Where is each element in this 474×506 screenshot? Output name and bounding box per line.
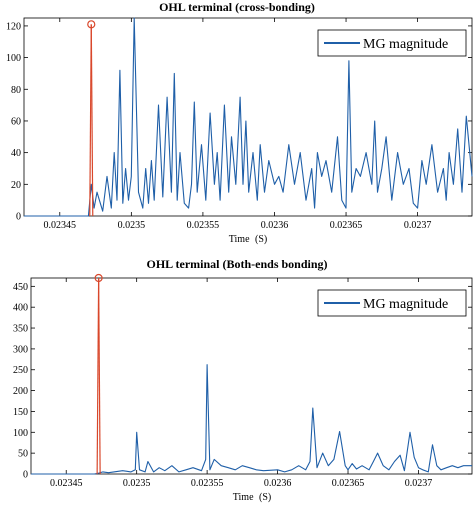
y-tick-label: 150 [13,407,28,418]
x-tick-label: 0.02345 [50,478,83,489]
series-line-mg-magnitude [31,364,472,475]
series-group [31,273,472,475]
y-tick-label: 60 [11,116,21,127]
legend-entry: MG magnitude [363,297,448,312]
y-tick-label: 450 [13,282,28,293]
chart-title: OHL terminal (cross-bonding) [159,0,315,14]
y-tick-label: 0 [23,470,28,481]
y-tick-label: 400 [13,303,28,314]
x-axis-label-text: Time [229,234,250,245]
x-axis-label-text: Time [233,492,254,503]
y-tick-label: 200 [13,386,28,397]
legend: MG magnitude [317,29,467,57]
x-axis-unit: (S) [255,234,267,245]
y-tick-label: 350 [13,324,28,335]
series-group [24,17,473,217]
y-tick-label: 100 [6,53,21,64]
y-tick-label: 20 [11,180,21,191]
series-line-mg-magnitude [24,17,473,217]
x-tick-label: 0.0236 [264,478,292,489]
x-axis-unit: (S) [259,492,271,503]
peak-line [90,24,94,217]
y-tick-label: 0 [16,212,21,223]
x-tick-label: 0.0235 [118,220,146,231]
y-tick-label: 100 [13,428,28,439]
x-axis-label: Time (S) [233,492,272,503]
chart-title: OHL terminal (Both-ends bonding) [146,257,327,271]
x-tick-label: 0.02355 [191,478,224,489]
x-axis-label: Time (S) [229,234,268,245]
y-axis: 0 50 100 150 200 250 300 350 400 450 [13,282,472,481]
legend-entry: MG magnitude [363,37,448,52]
y-tick-label: 80 [11,85,21,96]
x-tick-label: 0.0237 [404,220,432,231]
y-tick-label: 40 [11,148,21,159]
x-tick-label: 0.02345 [44,220,77,231]
y-tick-label: 250 [13,365,28,376]
legend: MG magnitude [317,289,467,317]
y-tick-label: 300 [13,344,28,355]
chart-both-ends-bonding: OHL terminal (Both-ends bonding) 0 50 100 1… [13,257,473,503]
x-tick-label: 0.02365 [330,220,363,231]
x-axis: 0.02345 0.0235 0.02355 0.0236 0.02365 0.0237 [50,278,432,489]
peak-line [98,277,101,475]
peak-marker [94,273,103,283]
y-tick-label: 50 [18,449,28,460]
y-tick-label: 120 [6,21,21,32]
peak-marker [87,20,96,29]
chart-cross-bonding: OHL terminal (cross-bonding) 0 20 40 60 80 10… [6,0,473,245]
x-axis: 0.02345 0.0235 0.02355 0.0236 0.02365 0.0237 [44,18,432,231]
x-tick-label: 0.02355 [187,220,220,231]
x-tick-label: 0.0237 [405,478,433,489]
x-tick-label: 0.0235 [123,478,151,489]
x-tick-label: 0.0236 [261,220,289,231]
x-tick-label: 0.02365 [332,478,365,489]
